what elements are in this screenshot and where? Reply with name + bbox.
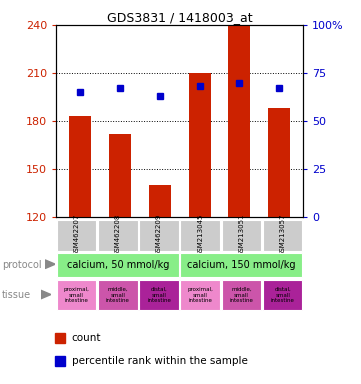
Text: tissue: tissue bbox=[2, 290, 31, 300]
FancyBboxPatch shape bbox=[139, 280, 179, 310]
Bar bbox=[188, 73, 210, 217]
FancyBboxPatch shape bbox=[263, 220, 303, 251]
Text: middle,
small
intestine: middle, small intestine bbox=[106, 287, 130, 303]
Text: percentile rank within the sample: percentile rank within the sample bbox=[72, 356, 248, 366]
Polygon shape bbox=[41, 290, 51, 299]
Text: count: count bbox=[72, 333, 101, 343]
Text: GSM462209: GSM462209 bbox=[156, 214, 162, 257]
Text: GSM462207: GSM462207 bbox=[74, 214, 79, 257]
Bar bbox=[149, 185, 171, 217]
FancyBboxPatch shape bbox=[180, 253, 303, 277]
FancyBboxPatch shape bbox=[139, 220, 179, 251]
Bar bbox=[229, 25, 251, 217]
Text: distal,
small
intestine: distal, small intestine bbox=[147, 287, 171, 303]
FancyBboxPatch shape bbox=[263, 280, 303, 310]
FancyBboxPatch shape bbox=[98, 280, 138, 310]
FancyBboxPatch shape bbox=[180, 220, 220, 251]
FancyBboxPatch shape bbox=[222, 280, 261, 310]
Text: middle,
small
intestine: middle, small intestine bbox=[230, 287, 253, 303]
Text: calcium, 50 mmol/kg: calcium, 50 mmol/kg bbox=[66, 260, 169, 270]
Text: calcium, 150 mmol/kg: calcium, 150 mmol/kg bbox=[187, 260, 296, 270]
Text: proximal,
small
intestine: proximal, small intestine bbox=[187, 287, 213, 303]
Text: protocol: protocol bbox=[2, 260, 42, 270]
Title: GDS3831 / 1418003_at: GDS3831 / 1418003_at bbox=[107, 11, 252, 24]
FancyBboxPatch shape bbox=[57, 280, 96, 310]
FancyBboxPatch shape bbox=[180, 280, 220, 310]
Bar bbox=[268, 108, 290, 217]
Text: GSM213057: GSM213057 bbox=[280, 214, 286, 257]
Text: GSM462208: GSM462208 bbox=[115, 214, 121, 257]
Text: distal,
small
intestine: distal, small intestine bbox=[271, 287, 295, 303]
Text: proximal,
small
intestine: proximal, small intestine bbox=[64, 287, 90, 303]
FancyBboxPatch shape bbox=[98, 220, 138, 251]
Text: GSM213045: GSM213045 bbox=[197, 214, 203, 257]
Bar bbox=[109, 134, 131, 217]
Bar bbox=[69, 116, 91, 217]
FancyBboxPatch shape bbox=[222, 220, 261, 251]
Polygon shape bbox=[45, 260, 55, 268]
FancyBboxPatch shape bbox=[57, 253, 179, 277]
FancyBboxPatch shape bbox=[57, 220, 96, 251]
Text: GSM213051: GSM213051 bbox=[238, 214, 244, 257]
